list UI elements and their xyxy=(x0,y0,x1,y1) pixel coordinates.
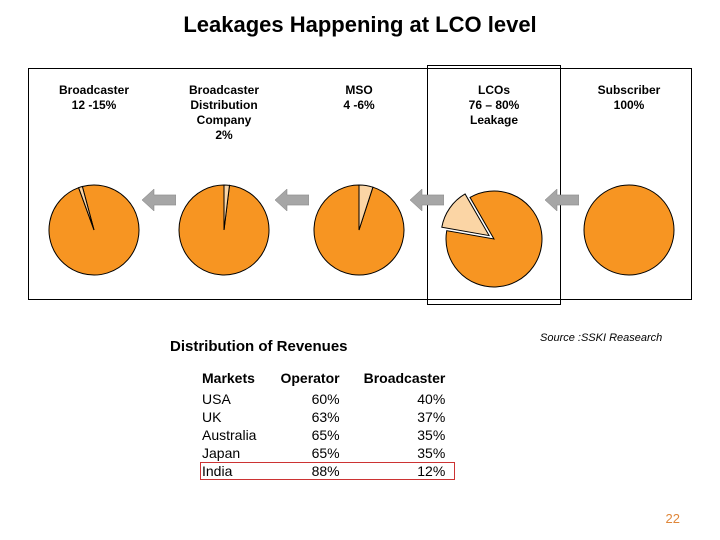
pie-label-bdc: Broadcaster Distribution Company 2% xyxy=(159,83,289,143)
pie-label-broadcaster: Broadcaster 12 -15% xyxy=(29,83,159,113)
page-number: 22 xyxy=(666,511,680,526)
slide: Leakages Happening at LCO level Broadcas… xyxy=(0,0,720,540)
cell-broadcaster: 12% xyxy=(350,462,456,480)
table-header-row: Markets Operator Broadcaster xyxy=(200,368,455,390)
pie-svg-mso xyxy=(310,181,408,279)
pie-svg-broadcaster xyxy=(45,181,143,279)
cell-broadcaster: 35% xyxy=(350,426,456,444)
cell-operator: 60% xyxy=(266,390,349,408)
pie-mso: MSO 4 -6% xyxy=(294,69,424,299)
table-row: India88%12% xyxy=(200,462,455,480)
cell-broadcaster: 35% xyxy=(350,444,456,462)
cell-market: India xyxy=(200,462,266,480)
pie-label-mso: MSO 4 -6% xyxy=(294,83,424,113)
cell-market: Australia xyxy=(200,426,266,444)
cell-broadcaster: 37% xyxy=(350,408,456,426)
flow-arrow xyxy=(142,189,176,216)
distribution-caption: Distribution of Revenues xyxy=(170,338,348,355)
pie-svg-lco xyxy=(436,181,552,297)
cell-market: Japan xyxy=(200,444,266,462)
cell-operator: 63% xyxy=(266,408,349,426)
cell-market: UK xyxy=(200,408,266,426)
slide-title: Leakages Happening at LCO level xyxy=(0,12,720,38)
table-row: Japan65%35% xyxy=(200,444,455,462)
pie-label-subscriber: Subscriber 100% xyxy=(564,83,694,113)
pie-label-lco: LCOs 76 – 80% Leakage xyxy=(429,83,559,128)
col-markets: Markets xyxy=(200,368,266,390)
cell-operator: 65% xyxy=(266,444,349,462)
pie-bdc: Broadcaster Distribution Company 2% xyxy=(159,69,289,299)
flow-arrow xyxy=(410,189,444,216)
cell-operator: 65% xyxy=(266,426,349,444)
source-note: Source :SSKI Reasearch xyxy=(540,332,662,344)
cell-market: USA xyxy=(200,390,266,408)
pie-chart-panel: Broadcaster 12 -15%Broadcaster Distribut… xyxy=(28,68,692,300)
table-row: USA60%40% xyxy=(200,390,455,408)
table-row: UK63%37% xyxy=(200,408,455,426)
pie-lco: LCOs 76 – 80% Leakage xyxy=(429,69,559,299)
flow-arrow xyxy=(275,189,309,216)
col-broadcaster: Broadcaster xyxy=(350,368,456,390)
pie-subscriber: Subscriber 100% xyxy=(564,69,694,299)
col-operator: Operator xyxy=(266,368,349,390)
flow-arrow xyxy=(545,189,579,216)
table-row: Australia65%35% xyxy=(200,426,455,444)
revenue-table: Markets Operator Broadcaster USA60%40%UK… xyxy=(200,368,455,480)
cell-broadcaster: 40% xyxy=(350,390,456,408)
pie-svg-bdc xyxy=(175,181,273,279)
pie-svg-subscriber xyxy=(580,181,678,279)
pie-broadcaster: Broadcaster 12 -15% xyxy=(29,69,159,299)
cell-operator: 88% xyxy=(266,462,349,480)
